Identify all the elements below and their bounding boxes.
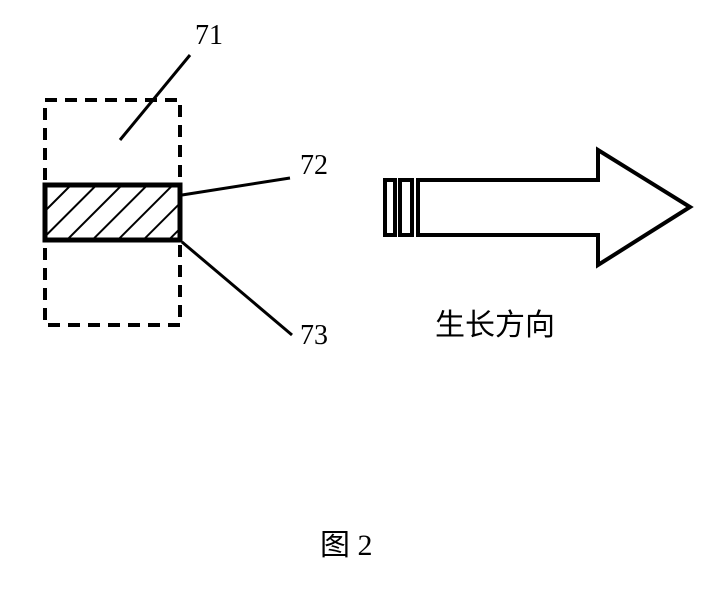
leader-73	[182, 242, 292, 335]
top-box	[45, 100, 180, 185]
arrow-tail-2	[400, 180, 412, 235]
label-73: 73	[300, 320, 328, 352]
arrow-body-head	[418, 150, 690, 265]
middle-box-fill	[45, 185, 180, 240]
diagram-canvas	[0, 0, 711, 606]
label-71: 71	[195, 20, 223, 52]
leader-72	[182, 178, 290, 195]
bottom-box	[45, 240, 180, 325]
figure-caption: 图 2	[320, 520, 373, 564]
arrow-tail-1	[385, 180, 395, 235]
label-72: 72	[300, 150, 328, 182]
arrow-label: 生长方向	[435, 300, 555, 344]
